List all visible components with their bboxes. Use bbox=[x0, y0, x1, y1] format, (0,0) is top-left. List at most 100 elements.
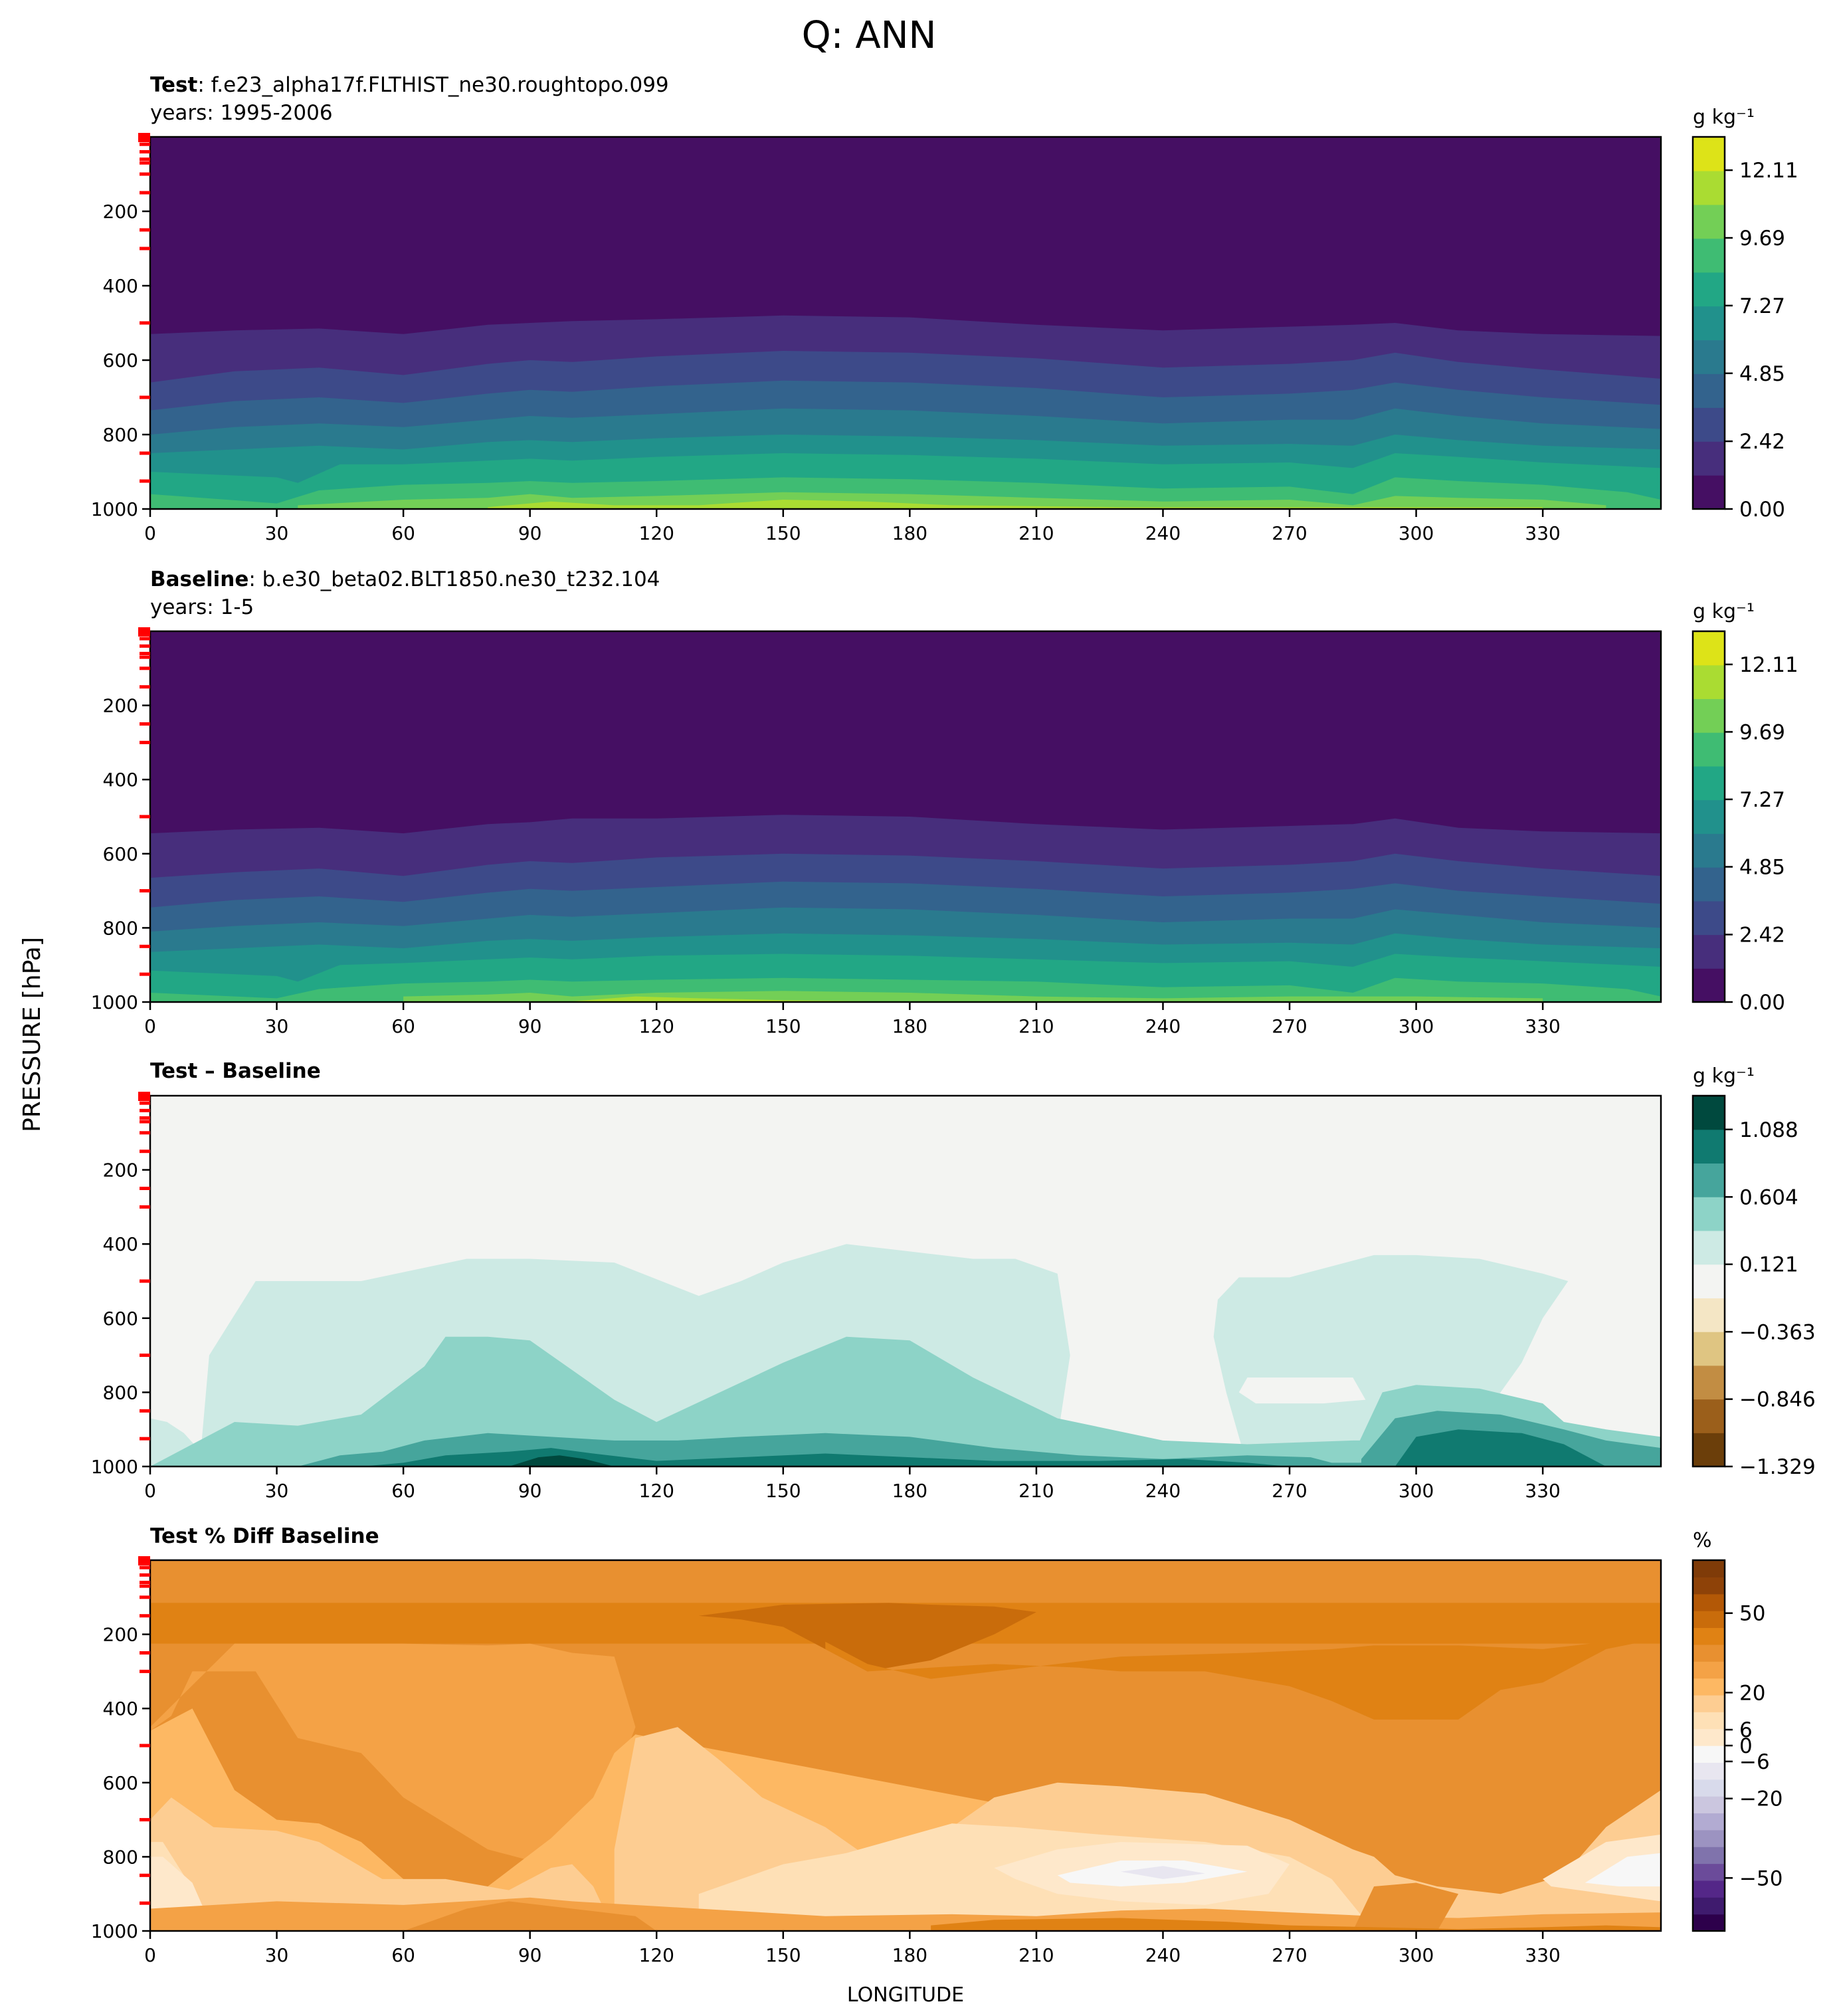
contour-region-3 bbox=[1238, 1377, 1366, 1404]
colorbar-swatch-10 bbox=[1693, 137, 1725, 171]
colorbar-tick-label-1: 2.42 bbox=[1739, 430, 1785, 454]
colorbar-units-1: g kg⁻¹ bbox=[1693, 600, 1755, 623]
colorbar-swatch-14 bbox=[1693, 1678, 1725, 1696]
colorbar-units-0: g kg⁻¹ bbox=[1693, 106, 1755, 129]
y-tick-label-2: 600 bbox=[103, 843, 138, 865]
contour-region-2 bbox=[698, 1603, 1036, 1672]
colorbar-swatch-7 bbox=[1693, 238, 1725, 273]
colorbar-swatch-5 bbox=[1693, 1829, 1725, 1847]
level-tick-top bbox=[138, 627, 150, 637]
colorbar-swatch-8 bbox=[1693, 698, 1725, 733]
contour-region-15 bbox=[1585, 1853, 1661, 1886]
colorbar-swatch-2 bbox=[1693, 1880, 1725, 1898]
y-tick-label-3: 800 bbox=[103, 1846, 138, 1868]
colorbar-swatch-12 bbox=[1693, 1712, 1725, 1730]
x-tick-label-9: 270 bbox=[1272, 1015, 1307, 1037]
x-tick-label-4: 120 bbox=[639, 1015, 674, 1037]
x-tick-label-0: 0 bbox=[144, 1480, 156, 1502]
y-tick-label-3: 800 bbox=[103, 917, 138, 939]
x-tick-label-0: 0 bbox=[144, 1944, 156, 1966]
contour-region-4 bbox=[150, 1336, 1661, 1466]
y-tick-label-1: 400 bbox=[103, 1698, 138, 1720]
x-tick-label-3: 90 bbox=[518, 1480, 542, 1502]
colorbar-frame-2 bbox=[1691, 1094, 1726, 1468]
colorbar-tick-label-4: 9.69 bbox=[1739, 227, 1785, 251]
x-tick-label-4: 120 bbox=[639, 1944, 674, 1966]
colorbar-swatch-3 bbox=[1693, 867, 1725, 902]
colorbar-swatch-6 bbox=[1693, 1813, 1725, 1831]
colorbar-swatch-2 bbox=[1693, 1365, 1725, 1400]
y-tick-label-4: 1000 bbox=[91, 498, 138, 520]
plot-area-1 bbox=[150, 631, 1661, 1002]
x-tick-label-10: 300 bbox=[1399, 1015, 1434, 1037]
colorbar-tick-label-4: 9.69 bbox=[1739, 720, 1785, 744]
x-tick-label-6: 180 bbox=[892, 1015, 927, 1037]
contour-region-9 bbox=[361, 1448, 1661, 1466]
colorbar-frame-1 bbox=[1691, 630, 1726, 1003]
colorbar-tick-label-1: 20 bbox=[1739, 1681, 1765, 1705]
x-tick-label-1: 30 bbox=[265, 522, 289, 544]
colorbar-swatch-10 bbox=[1693, 1746, 1725, 1763]
colorbar-swatch-17 bbox=[1693, 1627, 1725, 1645]
y-tick-label-0: 200 bbox=[103, 201, 138, 223]
x-tick-label-8: 240 bbox=[1145, 1480, 1181, 1502]
colorbar-swatch-2 bbox=[1693, 900, 1725, 936]
x-tick-label-4: 120 bbox=[639, 1480, 674, 1502]
x-tick-label-6: 180 bbox=[892, 1480, 927, 1502]
panel-2: Test – Baseline 200 400 600 800 1000 0 30 60 90 12… bbox=[91, 1059, 1816, 1502]
x-tick-label-5: 150 bbox=[765, 522, 801, 544]
x-tick-label-6: 180 bbox=[892, 522, 927, 544]
colorbar-swatch-9 bbox=[1693, 664, 1725, 700]
colorbar-tick-label-0: 1.088 bbox=[1739, 1118, 1798, 1142]
colorbar-swatch-15 bbox=[1693, 1661, 1725, 1679]
contour-region-17 bbox=[403, 1901, 657, 1931]
colorbar-swatch-4 bbox=[1693, 1298, 1725, 1332]
contour-level-9 bbox=[572, 996, 868, 1002]
colorbar-swatch-0 bbox=[1693, 475, 1725, 510]
x-tick-label-8: 240 bbox=[1145, 1944, 1181, 1966]
x-tick-label-3: 90 bbox=[518, 1015, 542, 1037]
x-tick-label-9: 270 bbox=[1272, 1480, 1307, 1502]
colorbar-swatch-7 bbox=[1693, 1197, 1725, 1231]
contour-region-7 bbox=[298, 1433, 1661, 1466]
colorbar-tick-label-5: 12.11 bbox=[1739, 159, 1798, 183]
plot-area-0 bbox=[150, 137, 1661, 509]
colorbar-swatch-11 bbox=[1693, 1728, 1725, 1746]
colorbar-swatch-3 bbox=[1693, 1332, 1725, 1366]
colorbar-swatch-1 bbox=[1693, 1897, 1725, 1915]
contour-level-9 bbox=[488, 500, 1543, 509]
plot-area-3 bbox=[150, 1560, 1661, 1931]
x-tick-label-7: 210 bbox=[1018, 1015, 1054, 1037]
x-tick-label-8: 240 bbox=[1145, 522, 1181, 544]
colorbar-swatch-2 bbox=[1693, 407, 1725, 442]
contour-region-3 bbox=[825, 1638, 1661, 1720]
panel-title-0: Test: f.e23_alpha17f.FLTHIST_ne30.rought… bbox=[150, 73, 669, 97]
colorbar-tick-label-2: 4.85 bbox=[1739, 362, 1785, 386]
y-tick-label-4: 1000 bbox=[91, 991, 138, 1013]
y-tick-label-0: 200 bbox=[103, 695, 138, 717]
contour-region-18 bbox=[1353, 1882, 1459, 1931]
x-tick-label-2: 60 bbox=[391, 1480, 415, 1502]
y-tick-label-4: 1000 bbox=[91, 1456, 138, 1478]
x-tick-label-10: 300 bbox=[1399, 1944, 1434, 1966]
x-tick-label-6: 180 bbox=[892, 1944, 927, 1966]
colorbar-swatch-3 bbox=[1693, 1863, 1725, 1881]
panel-title-rest-0: : f.e23_alpha17f.FLTHIST_ne30.roughtopo.… bbox=[197, 73, 668, 97]
contour-region-13 bbox=[1120, 1866, 1205, 1879]
colorbar-swatch-6 bbox=[1693, 272, 1725, 307]
y-tick-label-0: 200 bbox=[103, 1159, 138, 1181]
colorbar-swatch-9 bbox=[1693, 170, 1725, 205]
x-tick-label-5: 150 bbox=[765, 1015, 801, 1037]
colorbar-swatch-5 bbox=[1693, 799, 1725, 834]
colorbar-swatch-8 bbox=[1693, 1779, 1725, 1797]
x-tick-label-9: 270 bbox=[1272, 1944, 1307, 1966]
colorbar-units-3: % bbox=[1693, 1529, 1712, 1552]
panel-title-1: Baseline: b.e30_beta02.BLT1850.ne30_t232… bbox=[150, 567, 660, 591]
x-tick-label-8: 240 bbox=[1145, 1015, 1181, 1037]
colorbar-swatch-4 bbox=[1693, 340, 1725, 374]
y-tick-label-0: 200 bbox=[103, 1624, 138, 1646]
x-tick-label-11: 330 bbox=[1525, 1944, 1560, 1966]
x-tick-label-3: 90 bbox=[518, 522, 542, 544]
